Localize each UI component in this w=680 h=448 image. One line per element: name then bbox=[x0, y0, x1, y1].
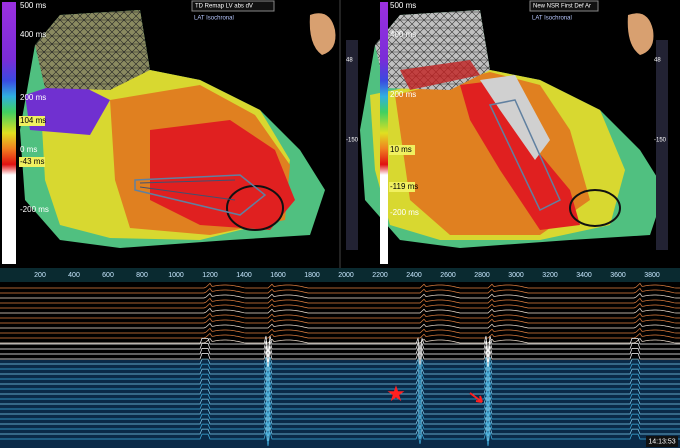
time-tick: 3600 bbox=[610, 272, 626, 279]
signal-trace bbox=[0, 317, 680, 324]
scale-label: 500 ms bbox=[390, 1, 416, 10]
time-tick: 800 bbox=[136, 272, 148, 279]
scale-label: -119 ms bbox=[390, 182, 418, 191]
time-tick: 1600 bbox=[270, 272, 286, 279]
signal-trace bbox=[0, 406, 680, 422]
scale-label: -200 ms bbox=[20, 205, 49, 214]
signal-trace bbox=[0, 371, 680, 387]
time-tick: 2600 bbox=[440, 272, 456, 279]
right-map bbox=[360, 10, 665, 248]
signal-trace bbox=[0, 411, 680, 427]
signal-trace bbox=[0, 426, 680, 442]
signal-trace bbox=[0, 401, 680, 417]
time-axis bbox=[0, 268, 680, 282]
scale-highlight bbox=[19, 157, 45, 167]
scale-label: 200 ms bbox=[20, 93, 46, 102]
scale-label: 104 ms bbox=[20, 116, 46, 125]
signal-trace bbox=[0, 386, 680, 402]
signal-trace bbox=[0, 302, 680, 309]
signal-trace bbox=[0, 361, 680, 377]
orientation-icon bbox=[309, 13, 336, 55]
signal-trace bbox=[0, 292, 680, 299]
scale-label: 400 ms bbox=[20, 30, 46, 39]
signal-trace bbox=[0, 340, 680, 358]
time-tick: 1000 bbox=[168, 272, 184, 279]
time-tick: 600 bbox=[102, 272, 114, 279]
scale-label: 200 ms bbox=[390, 90, 416, 99]
time-tick: 1200 bbox=[202, 272, 218, 279]
scale-label: 500 ms bbox=[20, 1, 46, 10]
scale-label: 10 ms bbox=[390, 145, 412, 154]
time-tick: 3200 bbox=[542, 272, 558, 279]
signal-trace bbox=[0, 381, 680, 397]
time-tick: 1400 bbox=[236, 272, 252, 279]
toolbar-label: -150 bbox=[654, 138, 667, 144]
signal-trace bbox=[0, 391, 680, 407]
time-tick: 2400 bbox=[406, 272, 422, 279]
toolbar-label: 48 bbox=[346, 58, 353, 64]
time-tick: 3000 bbox=[508, 272, 524, 279]
signal-trace bbox=[0, 416, 680, 432]
scale-label: -200 ms bbox=[390, 208, 419, 217]
map-dropdown[interactable] bbox=[191, 0, 275, 12]
signal-trace bbox=[0, 350, 680, 368]
scale-highlight bbox=[19, 116, 45, 126]
scale-label: 0 ms bbox=[20, 145, 37, 154]
arrow-marker bbox=[469, 392, 483, 403]
color-scale bbox=[2, 2, 16, 264]
signal-trace bbox=[0, 337, 680, 344]
signal-trace bbox=[0, 312, 680, 319]
signal-trace bbox=[0, 345, 680, 363]
toolbar-label: -150 bbox=[346, 138, 359, 144]
view-mode: LAT Isochronal bbox=[532, 16, 572, 22]
traces bbox=[0, 282, 680, 447]
toolbar-label: 48 bbox=[654, 58, 661, 64]
signal-trace bbox=[0, 421, 680, 437]
signal-trace bbox=[0, 282, 680, 289]
star-marker: ★ bbox=[386, 381, 406, 406]
color-scale bbox=[380, 2, 388, 264]
signal-trace bbox=[0, 332, 680, 339]
signal-trace bbox=[0, 431, 680, 447]
signal-trace bbox=[0, 376, 680, 392]
time-tick: 3800 bbox=[644, 272, 660, 279]
map-name: New NSR First Def Ar bbox=[533, 4, 591, 10]
time-tick: 2800 bbox=[474, 272, 490, 279]
signal-trace bbox=[0, 327, 680, 334]
scale-label: 400 ms bbox=[390, 30, 416, 39]
time-tick: 2200 bbox=[372, 272, 388, 279]
signal-trace bbox=[0, 287, 680, 294]
signal-trace bbox=[0, 396, 680, 412]
signal-trace bbox=[0, 307, 680, 314]
map-name: TD Remap LV abs dV bbox=[195, 4, 253, 10]
signal-trace bbox=[0, 297, 680, 304]
scale-highlight bbox=[389, 182, 415, 192]
time-tick: 200 bbox=[34, 272, 46, 279]
left-map bbox=[20, 10, 325, 248]
clock-box bbox=[646, 436, 678, 447]
time-tick: 400 bbox=[68, 272, 80, 279]
signal-trace bbox=[0, 356, 680, 372]
map-dropdown[interactable] bbox=[529, 0, 599, 12]
signal-trace bbox=[0, 322, 680, 329]
signal-trace bbox=[0, 335, 680, 353]
signal-trace bbox=[0, 366, 680, 382]
orientation-icon bbox=[627, 13, 654, 55]
time-tick: 2000 bbox=[338, 272, 354, 279]
clock: 14:13:53 bbox=[648, 438, 675, 445]
toolbar[interactable] bbox=[346, 40, 358, 250]
scale-highlight bbox=[389, 145, 415, 155]
time-tick: 1800 bbox=[304, 272, 320, 279]
view-mode: LAT Isochronal bbox=[194, 16, 234, 22]
scale-label: -43 ms bbox=[20, 157, 44, 166]
time-tick: 3400 bbox=[576, 272, 592, 279]
toolbar[interactable] bbox=[656, 40, 668, 250]
